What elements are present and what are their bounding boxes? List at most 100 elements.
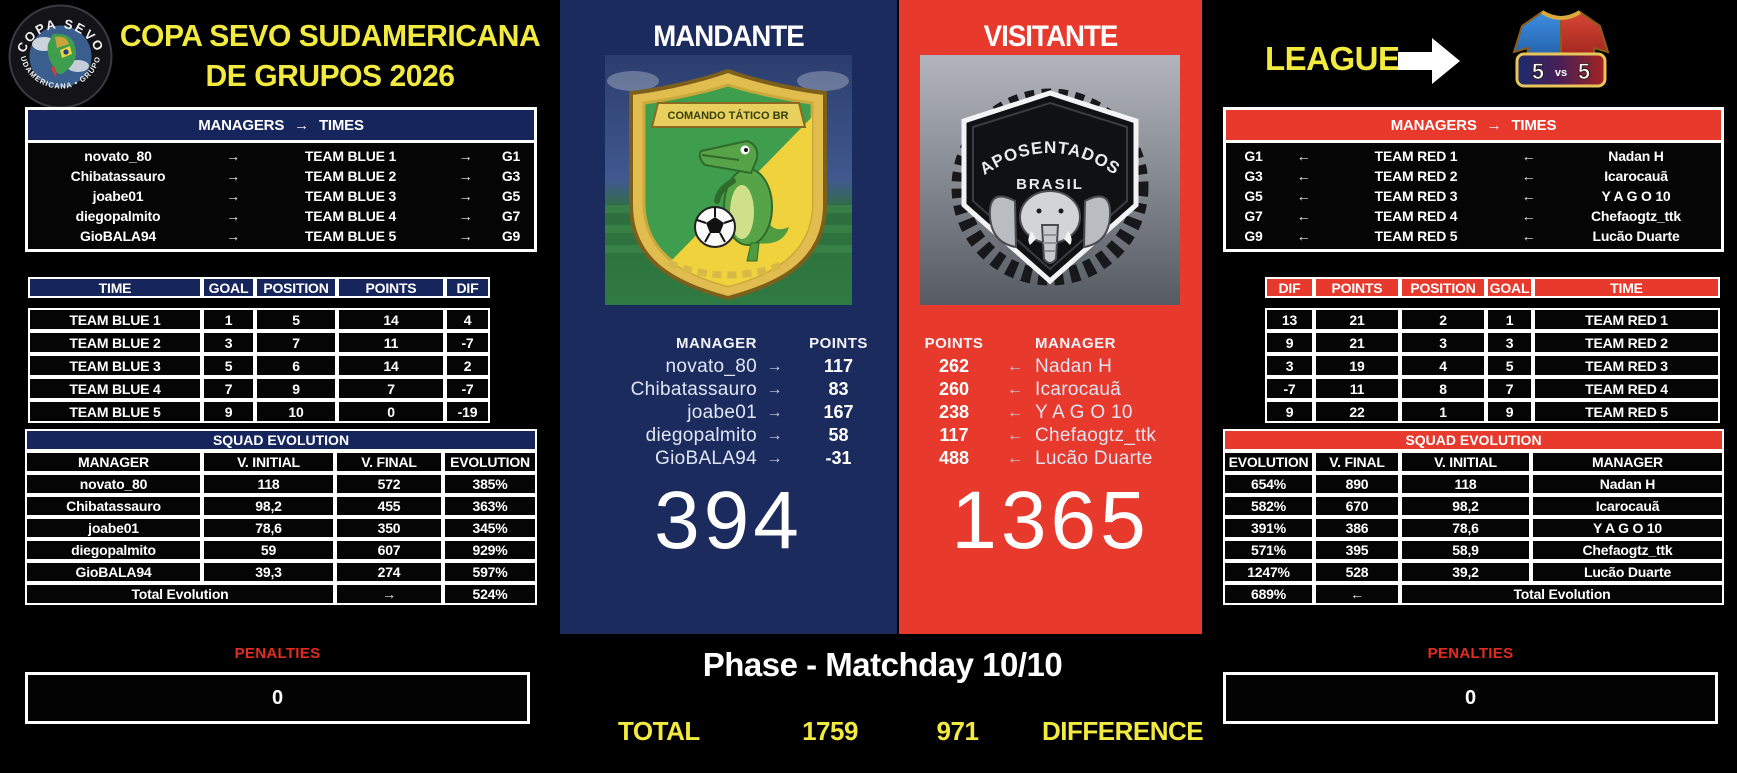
points-value: 260	[938, 379, 970, 399]
manager-name: Icarocauã	[1035, 378, 1122, 400]
column-header: DIF	[1265, 277, 1314, 298]
cell: Nadan H	[1531, 473, 1724, 495]
arrow-left-icon: ←	[1314, 583, 1400, 605]
arrow-right-icon: →	[458, 168, 473, 184]
title-line-2: DE GRUPOS 2026	[205, 58, 455, 93]
badge-vs-text: vs	[1555, 67, 1567, 79]
manager-name: joabe01	[92, 188, 144, 204]
cell: 5	[1486, 354, 1533, 377]
manager-name: Y A G O 10	[1601, 188, 1671, 204]
manager-name: Chibatassauro	[70, 168, 166, 184]
cell: 1	[1486, 308, 1533, 331]
arrow-left-icon: ←	[1521, 168, 1536, 184]
arrow-left-icon: ←	[1007, 449, 1023, 467]
points-column-header: POINTS	[924, 335, 984, 352]
arrow-left-icon: ←	[1521, 188, 1536, 204]
cell: Icarocauã	[1531, 495, 1724, 517]
table-row: joabe01 → TEAM BLUE 3 → G5	[28, 186, 534, 206]
cell: 11	[1314, 377, 1400, 400]
cell: 59	[202, 539, 335, 561]
manager-name: Lucão Duarte	[1592, 228, 1680, 244]
cell: joabe01	[25, 517, 202, 539]
cell: -7	[445, 331, 490, 354]
team-name: TEAM BLUE 5	[304, 228, 397, 244]
points-value: 488	[938, 448, 970, 468]
cell: 4	[445, 308, 490, 331]
cell: Chibatassauro	[25, 495, 202, 517]
managers-header-label: MANAGERS	[198, 116, 285, 134]
manager-name: diegopalmito	[645, 424, 757, 446]
arrow-right-icon: →	[766, 426, 783, 444]
badge-right-number: 5	[1578, 59, 1590, 84]
points-value: 262	[938, 356, 970, 376]
roster-row: joabe01 → 167	[572, 401, 885, 424]
cell: 118	[202, 473, 335, 495]
arrow-right-icon: →	[226, 148, 240, 164]
blue-standings-table: TEAM BLUE 1 1 5 14 4 TEAM BLUE 2 3 7 11 -7 TEAM …	[28, 308, 490, 423]
visitante-crest-line2: BRASIL	[1016, 176, 1084, 193]
manager-name: Chefaogtz_ttk	[1591, 208, 1681, 224]
group-code: G9	[501, 228, 521, 244]
arrow-right-icon: →	[226, 168, 240, 184]
cell: 5	[255, 308, 337, 331]
column-header: MANAGER	[1531, 451, 1724, 473]
roster-row: GioBALA94 → -31	[572, 447, 885, 470]
group-code: G5	[1244, 188, 1263, 204]
cell: novato_80	[25, 473, 202, 495]
league-arrow-icon	[1398, 38, 1460, 89]
cell: 9	[202, 400, 255, 423]
difference-label: DIFFERENCE	[1042, 716, 1204, 746]
table-row: Chibatassauro → TEAM BLUE 2 → G3	[28, 166, 534, 186]
table-row: diegopalmito → TEAM BLUE 4 → G7	[28, 206, 534, 226]
cell: 274	[335, 561, 443, 583]
column-header: V. INITIAL	[1400, 451, 1531, 473]
arrow-right-icon: →	[335, 583, 443, 605]
table-row: G9 ← TEAM RED 5 ← Lucão Duarte	[1226, 226, 1721, 246]
group-code: G3	[1244, 168, 1263, 184]
arrow-left-icon: ←	[1296, 208, 1311, 224]
cell: TEAM RED 1	[1533, 308, 1720, 331]
column-header: MANAGER	[25, 451, 202, 473]
manager-name: Chefaogtz_ttk	[1035, 424, 1157, 446]
cell: 1	[1400, 400, 1486, 423]
manager-name: Nadan H	[1608, 148, 1664, 164]
squad-evolution-title: SQUAD EVOLUTION	[1223, 429, 1724, 451]
cell: 6	[255, 354, 337, 377]
arrow-left-icon: ←	[1296, 188, 1311, 204]
red-squad-evolution-table: SQUAD EVOLUTION EVOLUTION V. FINAL V. INIT…	[1223, 429, 1724, 605]
team-name: TEAM RED 2	[1374, 168, 1458, 184]
squad-evolution-title: SQUAD EVOLUTION	[25, 429, 537, 451]
cell: 14	[337, 354, 445, 377]
phase-matchday-text: Phase - Matchday 10/10	[702, 646, 1063, 683]
cell: diegopalmito	[25, 539, 202, 561]
cell: 582%	[1223, 495, 1314, 517]
arrow-right-icon: →	[458, 228, 473, 244]
column-header: POSITION	[1400, 277, 1486, 298]
title-line-1: COPA SEVO SUDAMERICANA	[119, 18, 541, 53]
points-value: 167	[823, 402, 854, 422]
points-value: -31	[825, 448, 852, 468]
badge-left-number: 5	[1532, 59, 1544, 84]
team-name: TEAM RED 3	[1374, 188, 1458, 204]
mandante-crest-image: COMANDO TÁTICO BR	[605, 55, 852, 305]
team-name: TEAM BLUE 4	[304, 208, 397, 224]
cell: 0	[337, 400, 445, 423]
manager-name: joabe01	[687, 401, 757, 423]
cell: 3	[1265, 354, 1314, 377]
manager-name: Chibatassauro	[630, 378, 757, 400]
column-header: GOAL	[1486, 277, 1533, 298]
cell: 670	[1314, 495, 1400, 517]
visitante-panel: VISITANTE APOSENTADOS BRASIL	[899, 0, 1202, 634]
arrow-left-icon: ←	[1007, 380, 1023, 398]
table-row: G1 ← TEAM RED 1 ← Nadan H	[1226, 146, 1721, 166]
cell: 7	[202, 377, 255, 400]
arrow-right-icon: →	[226, 188, 240, 204]
cell: Y A G O 10	[1531, 517, 1724, 539]
cell: 395	[1314, 539, 1400, 561]
cell: TEAM RED 4	[1533, 377, 1720, 400]
penalties-label: PENALTIES	[1427, 645, 1514, 662]
total-value: 1759	[802, 716, 858, 746]
column-header: V. FINAL	[335, 451, 443, 473]
red-managers-header: MANAGERS → TIMES	[1226, 110, 1721, 143]
roster-row: 238 ← Y A G O 10	[913, 401, 1191, 424]
